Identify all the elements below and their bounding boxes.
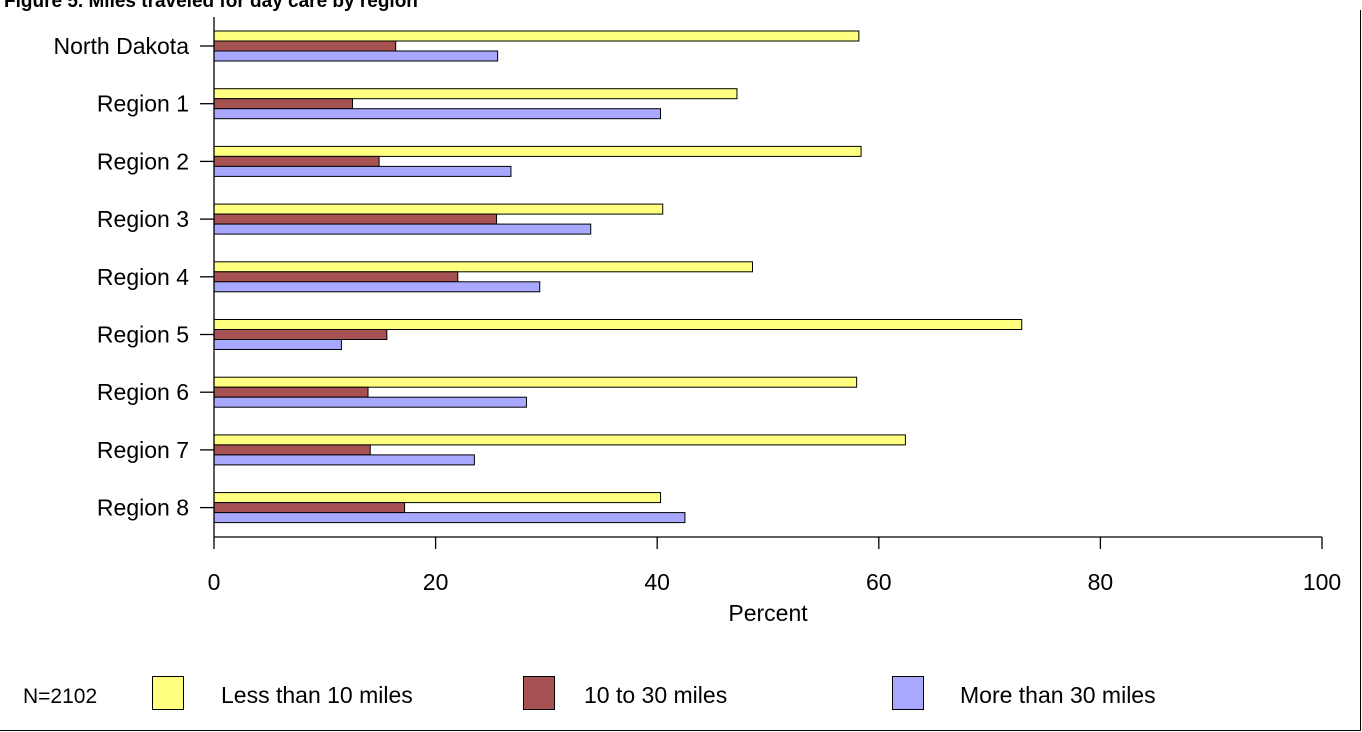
legend-swatch-less-than-10 <box>152 676 184 710</box>
category-label-region-4: Region 4 <box>97 264 189 290</box>
bar-region-8-more-than-30-miles <box>213 512 686 524</box>
bar-region-3-10-to-30-miles <box>213 213 498 225</box>
bar-region-5-10-to-30-miles <box>213 329 388 340</box>
bar-region-7-less-than-10-miles <box>213 434 906 446</box>
category-labels-group: North Dakota Region 1 Region 2 Region 3 Regi… <box>53 33 189 521</box>
category-label-north-dakota: North Dakota <box>53 33 189 59</box>
bar-north-dakota-less-than-10-miles <box>213 30 860 42</box>
bar-region-1-more-than-30-miles <box>213 108 662 120</box>
x-tick-label-60: 60 <box>866 569 892 595</box>
bar-region-8-10-to-30-miles <box>213 502 406 514</box>
bar-region-7-10-to-30-miles <box>213 444 371 456</box>
bar-region-3-less-than-10-miles <box>213 203 664 215</box>
bar-region-5-less-than-10-miles <box>213 319 1023 330</box>
bar-region-4-10-to-30-miles <box>213 271 459 283</box>
bar-region-1-less-than-10-miles <box>213 88 738 100</box>
bar-region-8-less-than-10-miles <box>213 492 662 504</box>
bar-north-dakota-more-than-30-miles <box>213 50 499 62</box>
category-label-region-1: Region 1 <box>97 91 189 117</box>
legend-swatch-more-than-30 <box>892 676 924 710</box>
tick-labels-group: 0 20 40 60 80 100 <box>208 569 1342 595</box>
category-label-region-8: Region 8 <box>97 495 189 521</box>
x-tick-label-0: 0 <box>208 569 221 595</box>
category-label-region-3: Region 3 <box>97 206 189 232</box>
bar-region-1-10-to-30-miles <box>213 98 353 110</box>
x-tick-label-40: 40 <box>644 569 670 595</box>
legend-label-less-than-10: Less than 10 miles <box>221 682 413 708</box>
bar-region-4-more-than-30-miles <box>213 281 541 293</box>
x-tick-label-100: 100 <box>1303 569 1341 595</box>
x-tick-label-20: 20 <box>423 569 449 595</box>
sample-size-note: N=2102 <box>23 685 98 708</box>
bar-region-2-less-than-10-miles <box>213 145 862 157</box>
legend-label-10-to-30: 10 to 30 miles <box>584 682 728 708</box>
bar-region-4-less-than-10-miles <box>213 261 753 273</box>
category-label-region-2: Region 2 <box>97 148 189 174</box>
chart-title: Figure 5. Miles traveled for day care by… <box>4 0 418 12</box>
bar-region-7-more-than-30-miles <box>213 454 475 466</box>
category-label-region-7: Region 7 <box>97 437 189 463</box>
bar-region-6-10-to-30-miles <box>213 386 369 398</box>
bar-region-3-more-than-30-miles <box>213 223 592 235</box>
legend-label-more-than-30: More than 30 miles <box>960 682 1156 708</box>
bar-region-6-less-than-10-miles <box>213 376 858 388</box>
x-axis-title: Percent <box>728 600 808 626</box>
chart-frame <box>0 10 1361 731</box>
bar-region-2-10-to-30-miles <box>213 155 380 167</box>
legend-swatch-10-to-30 <box>523 676 555 710</box>
x-tick-label-80: 80 <box>1088 569 1114 595</box>
bar-region-2-more-than-30-miles <box>213 165 512 177</box>
bar-region-5-more-than-30-miles <box>213 339 342 350</box>
bar-north-dakota-10-to-30-miles <box>213 40 397 52</box>
category-label-region-6: Region 6 <box>97 379 189 405</box>
category-label-region-5: Region 5 <box>97 322 189 348</box>
axes-group <box>200 17 1323 549</box>
bar-region-6-more-than-30-miles <box>213 396 527 408</box>
bars-group <box>213 30 1023 524</box>
